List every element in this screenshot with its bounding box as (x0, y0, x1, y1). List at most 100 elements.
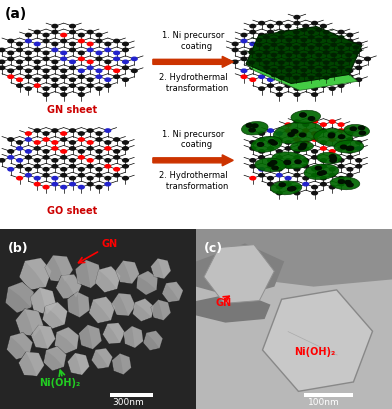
Circle shape (34, 159, 40, 162)
Circle shape (285, 129, 291, 132)
Circle shape (312, 173, 318, 177)
Polygon shape (123, 326, 143, 348)
Circle shape (301, 43, 307, 46)
Circle shape (268, 78, 273, 81)
Polygon shape (54, 327, 79, 354)
Polygon shape (56, 274, 82, 299)
Circle shape (303, 66, 309, 70)
Circle shape (52, 159, 58, 162)
Circle shape (70, 84, 75, 88)
Circle shape (312, 132, 318, 135)
Polygon shape (245, 116, 367, 196)
Circle shape (52, 129, 58, 132)
Circle shape (17, 78, 22, 81)
Circle shape (25, 75, 31, 79)
Circle shape (347, 156, 353, 159)
Circle shape (338, 141, 344, 144)
Circle shape (250, 164, 256, 168)
Polygon shape (79, 325, 102, 349)
Polygon shape (18, 352, 44, 376)
Circle shape (347, 57, 353, 61)
Circle shape (70, 30, 75, 34)
Ellipse shape (270, 181, 302, 195)
Circle shape (312, 69, 318, 72)
Circle shape (241, 51, 247, 54)
Circle shape (8, 156, 14, 159)
Circle shape (279, 66, 284, 69)
Circle shape (87, 60, 93, 63)
Circle shape (105, 147, 111, 150)
Circle shape (358, 126, 365, 130)
Circle shape (259, 87, 265, 90)
Circle shape (338, 66, 344, 70)
Circle shape (87, 159, 93, 162)
Circle shape (338, 78, 344, 81)
Polygon shape (45, 302, 67, 325)
Circle shape (241, 34, 247, 37)
Polygon shape (158, 258, 171, 279)
Circle shape (0, 48, 5, 52)
Circle shape (268, 30, 273, 34)
Circle shape (329, 173, 335, 177)
Polygon shape (95, 266, 120, 293)
Circle shape (34, 78, 40, 81)
Circle shape (294, 46, 299, 49)
Circle shape (8, 75, 14, 79)
Circle shape (286, 58, 291, 61)
Circle shape (43, 69, 49, 72)
Circle shape (25, 168, 31, 171)
Circle shape (52, 147, 58, 150)
Circle shape (268, 66, 273, 70)
Ellipse shape (317, 153, 342, 164)
Circle shape (331, 54, 336, 56)
Circle shape (339, 46, 344, 49)
Text: GN: GN (102, 239, 118, 249)
Circle shape (52, 60, 58, 63)
Polygon shape (67, 292, 90, 317)
Circle shape (301, 58, 307, 61)
Circle shape (8, 51, 14, 54)
Circle shape (87, 66, 93, 70)
Circle shape (96, 185, 102, 189)
Circle shape (338, 84, 344, 88)
Circle shape (61, 87, 67, 90)
Circle shape (329, 150, 335, 153)
Circle shape (52, 78, 58, 81)
Ellipse shape (273, 122, 323, 144)
Circle shape (356, 147, 361, 150)
Circle shape (321, 30, 326, 34)
Circle shape (347, 34, 353, 37)
Circle shape (285, 141, 291, 144)
Circle shape (354, 51, 359, 54)
Circle shape (25, 57, 31, 61)
Circle shape (43, 51, 49, 54)
Circle shape (105, 60, 111, 63)
Circle shape (324, 76, 329, 79)
Circle shape (43, 39, 49, 43)
Circle shape (318, 172, 324, 175)
Circle shape (271, 69, 276, 72)
Circle shape (347, 138, 353, 141)
Circle shape (70, 129, 75, 132)
Circle shape (321, 25, 326, 28)
Circle shape (78, 156, 84, 159)
Circle shape (303, 177, 309, 180)
Circle shape (276, 150, 282, 153)
Circle shape (43, 93, 49, 96)
Circle shape (87, 30, 93, 34)
Circle shape (354, 46, 359, 49)
Circle shape (309, 76, 314, 79)
Circle shape (25, 51, 31, 54)
Circle shape (294, 132, 300, 135)
Circle shape (330, 159, 336, 162)
Circle shape (17, 159, 22, 162)
Circle shape (123, 60, 128, 63)
Circle shape (268, 164, 273, 168)
Circle shape (259, 57, 265, 61)
Polygon shape (166, 282, 183, 301)
Circle shape (312, 39, 318, 43)
Circle shape (52, 177, 58, 180)
Circle shape (294, 36, 299, 39)
Circle shape (347, 69, 353, 72)
Text: Ni(OH)₂: Ni(OH)₂ (294, 347, 335, 357)
